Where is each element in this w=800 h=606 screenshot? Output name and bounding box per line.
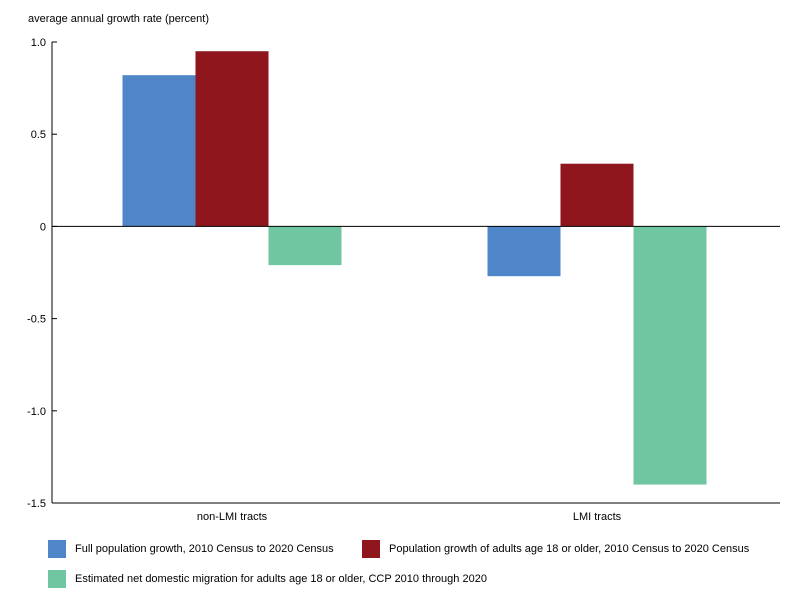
y-tick-label: 1.0 [31, 37, 46, 49]
x-category-label: LMI tracts [573, 511, 622, 523]
y-tick-label: -0.5 [27, 314, 46, 326]
bar-1-0 [487, 226, 561, 277]
y-tick-label: -1.5 [27, 498, 46, 510]
x-category-label: non-LMI tracts [197, 511, 268, 523]
y-axis-title: average annual growth rate (percent) [28, 13, 209, 25]
y-tick-label: -1.0 [27, 406, 46, 418]
y-tick-label: 0.5 [31, 129, 46, 141]
bar-0-1 [195, 51, 269, 227]
bar-0-2 [268, 226, 342, 266]
bar-1-1 [560, 163, 634, 227]
y-tick-label: 0 [40, 221, 46, 233]
bar-1-2 [633, 226, 707, 485]
bar-0-0 [122, 75, 196, 227]
